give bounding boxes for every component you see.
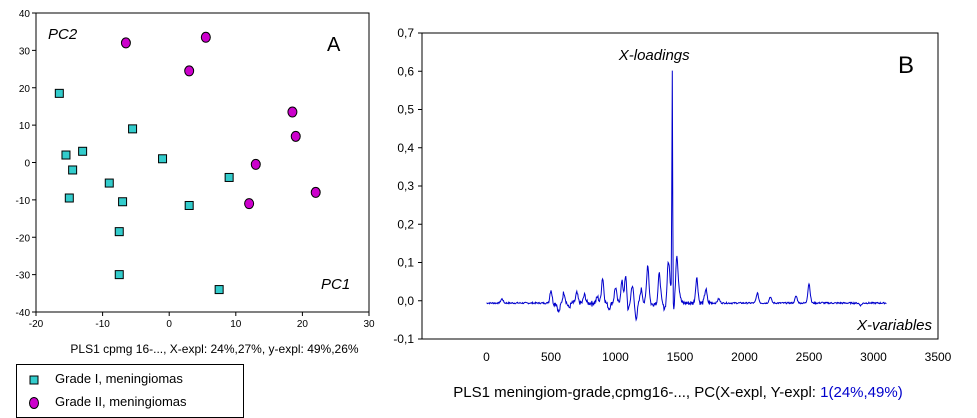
y-tick-label: 0,6 bbox=[397, 64, 414, 78]
legend-item-grade-2: Grade II, meningiomas bbox=[17, 391, 243, 413]
y-tick-label: 0,5 bbox=[397, 103, 414, 117]
caption-b-highlight: 1(24%,49%) bbox=[820, 384, 903, 401]
y-tick-label: 30 bbox=[19, 46, 31, 57]
legend-label: Grade I, meningiomas bbox=[55, 371, 183, 386]
scatter-point-grade-1 bbox=[104, 178, 114, 188]
scatter-point-grade-2 bbox=[290, 130, 301, 142]
scatter-point-grade-1 bbox=[54, 88, 64, 98]
scatter-point-grade-1 bbox=[118, 197, 128, 207]
x-tick-label: 2000 bbox=[731, 350, 758, 364]
x-tick-label: 1500 bbox=[667, 350, 694, 364]
panel-b-loadings: 0,7 0,6 0,5 0,4 0,3 0,2 0,1 0,0 -0,1 0 500 1000 1500… bbox=[393, 26, 951, 401]
loadings-line bbox=[486, 70, 887, 322]
axis-label-pc1: PC1 bbox=[321, 276, 350, 293]
x-tick-label: 500 bbox=[541, 350, 561, 364]
y-tick-label: 0 bbox=[24, 159, 30, 170]
y-tick-label: -20 bbox=[16, 233, 31, 244]
y-tick-label: 0,2 bbox=[397, 217, 414, 231]
scatter-point-grade-2 bbox=[120, 37, 131, 49]
legend-item-grade-1: Grade I, meningiomas bbox=[17, 368, 243, 390]
scatter-point-grade-1 bbox=[184, 200, 194, 210]
caption-b-prefix: PLS1 meningiom-grade,cpmg16-..., PC(X-ex… bbox=[453, 384, 820, 401]
y-tick-label: 10 bbox=[19, 121, 31, 132]
x-tick-label: 2500 bbox=[796, 350, 823, 364]
y-tick-label: 40 bbox=[19, 9, 31, 20]
legend-circle-marker bbox=[29, 397, 39, 409]
plot-frame bbox=[35, 12, 370, 313]
caption-a: PLS1 cpmg 16-..., X-expl: 24%,27%, y-exp… bbox=[70, 342, 358, 356]
legend-square-marker bbox=[29, 375, 39, 385]
x-tick-label: 3000 bbox=[860, 350, 887, 364]
x-tick-label: 20 bbox=[297, 319, 309, 330]
scatter-point-grade-2 bbox=[200, 31, 211, 43]
y-tick-label: 0,4 bbox=[397, 141, 414, 155]
x-tick-label: 30 bbox=[363, 319, 375, 330]
scatter-point-grade-2 bbox=[310, 186, 321, 198]
scatter-point-grade-1 bbox=[64, 193, 74, 203]
scatter-point-grade-2 bbox=[287, 106, 298, 118]
scatter-point-grade-1 bbox=[68, 165, 78, 175]
x-tick-label: 1000 bbox=[602, 350, 629, 364]
scatter-point-grade-2 bbox=[250, 158, 261, 170]
panel-a-scatter: -20 -10 0 10 20 30 -40 -30 -20 -10 0 10 20 30 40 PC2 PC1… bbox=[16, 9, 375, 356]
series-label-x-loadings: X-loadings bbox=[618, 47, 690, 64]
scatter-point-grade-1 bbox=[128, 124, 138, 134]
scatter-point-grade-2 bbox=[244, 198, 255, 210]
caption-b: PLS1 meningiom-grade,cpmg16-..., PC(X-ex… bbox=[453, 384, 902, 401]
y-tick-label: 0,7 bbox=[397, 26, 414, 40]
scatter-point-grade-2 bbox=[184, 65, 195, 77]
scatter-point-grade-1 bbox=[114, 227, 124, 237]
y-tick-label: 0,1 bbox=[397, 256, 414, 270]
panel-label-a: A bbox=[327, 34, 341, 56]
y-tick-label: -0,1 bbox=[393, 332, 414, 346]
panel-label-b: B bbox=[898, 52, 914, 79]
legend-label: Grade II, meningiomas bbox=[55, 394, 187, 409]
legend: Grade I, meningiomas Grade II, meningiom… bbox=[16, 364, 244, 418]
x-tick-label: 0 bbox=[166, 319, 172, 330]
y-tick-label: -10 bbox=[16, 196, 31, 207]
x-tick-label: -10 bbox=[95, 319, 110, 330]
scatter-point-grade-1 bbox=[78, 146, 88, 156]
y-tick-label: 0,3 bbox=[397, 179, 414, 193]
y-tick-label: -30 bbox=[16, 271, 31, 282]
scatter-point-grade-1 bbox=[114, 270, 124, 280]
x-tick-label: 10 bbox=[230, 319, 242, 330]
y-tick-label: 20 bbox=[19, 84, 31, 95]
scatter-point-grade-1 bbox=[224, 172, 234, 182]
y-tick-label: -40 bbox=[16, 308, 31, 319]
axis-label-x-variables: X-variables bbox=[856, 317, 933, 334]
scatter-point-grade-1 bbox=[61, 150, 71, 160]
y-tick-label: 0,0 bbox=[397, 294, 414, 308]
scatter-point-grade-1 bbox=[158, 154, 168, 164]
scatter-point-grade-1 bbox=[214, 285, 224, 295]
axis-label-pc2: PC2 bbox=[48, 26, 78, 43]
x-tick-label: 0 bbox=[483, 350, 490, 364]
x-tick-label: -20 bbox=[29, 319, 44, 330]
x-tick-label: 3500 bbox=[925, 350, 952, 364]
